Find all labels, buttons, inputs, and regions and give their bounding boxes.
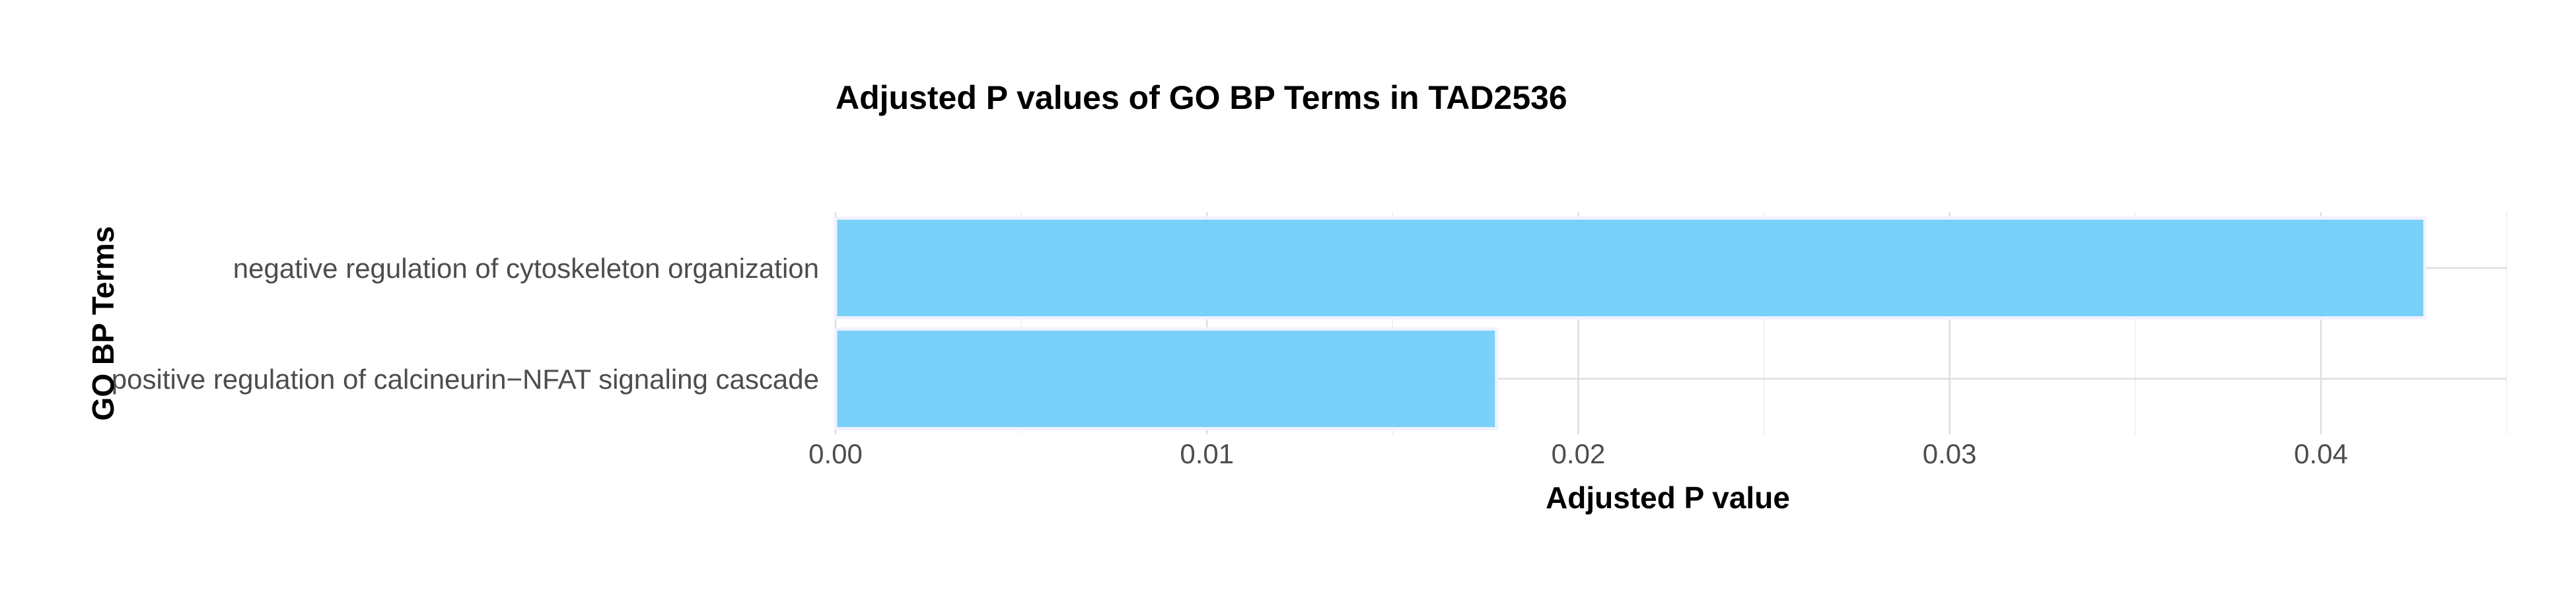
x-tick-label: 0.04 (2294, 438, 2348, 469)
y-category-label: positive regulation of calcineurin−NFAT … (112, 364, 819, 395)
y-category-label: negative regulation of cytoskeleton orga… (233, 253, 819, 284)
y-category-labels: negative regulation of cytoskeleton orga… (112, 253, 819, 395)
bar (834, 327, 1499, 431)
chart-title: Adjusted P values of GO BP Terms in TAD2… (836, 79, 1567, 116)
x-axis-title: Adjusted P value (1546, 480, 1790, 515)
x-tick-label: 0.03 (1923, 438, 1977, 469)
x-tick-label: 0.02 (1552, 438, 1606, 469)
bars (834, 216, 2427, 431)
x-tick-labels: 0.00 0.01 0.02 0.03 0.04 (808, 438, 2348, 469)
x-tick-label: 0.00 (808, 438, 863, 469)
y-axis-title: GO BP Terms (86, 226, 120, 421)
bar (834, 216, 2427, 320)
x-tick-label: 0.01 (1180, 438, 1234, 469)
